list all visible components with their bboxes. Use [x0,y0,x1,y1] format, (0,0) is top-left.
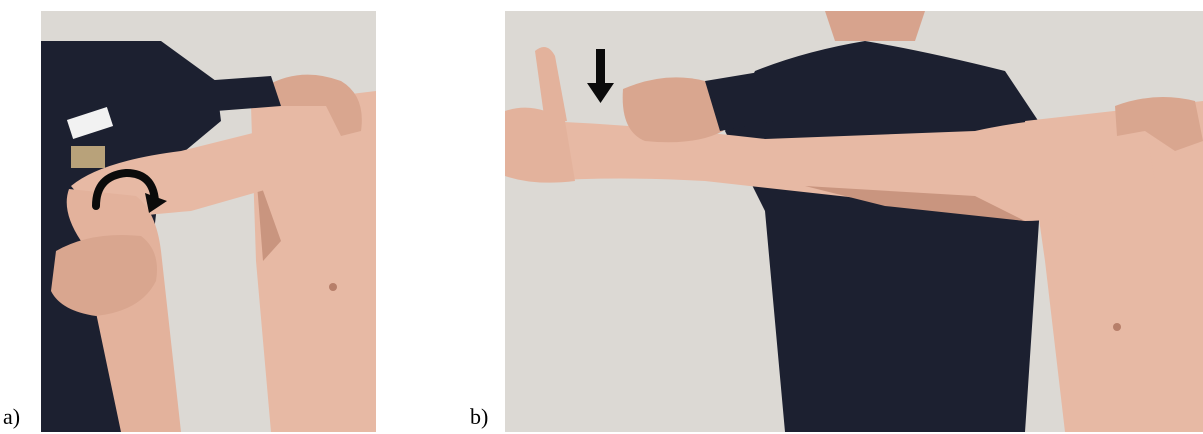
photo-panel-b [505,11,1203,432]
examiner-hand-forearm [51,235,157,316]
examiner-fist [622,77,725,143]
shirt-logo [71,146,105,168]
name-badge [66,107,114,139]
armpit-shadow [256,171,281,261]
examiner-sleeve [201,76,281,111]
photo-panel-a [41,11,376,432]
nipple [1113,323,1121,331]
photo-a-illustration [41,11,376,432]
curved-arrow-icon [92,168,167,213]
arm-shadow [805,186,1025,221]
patient-fist [505,107,575,183]
examiner-sleeve [705,71,775,131]
photo-b-illustration [505,11,1203,432]
nipple [329,283,337,291]
examiner-neck [825,11,925,41]
panel-label-b: b) [470,404,489,429]
down-arrow-icon [587,49,614,103]
patient-arm [545,117,1155,221]
patient-upper-arm [71,111,367,221]
panel-label-a: a) [3,404,21,429]
examiner-hand-shoulder [1115,97,1203,151]
examiner-hand-shoulder [266,74,362,136]
patient-thumb [535,47,567,123]
